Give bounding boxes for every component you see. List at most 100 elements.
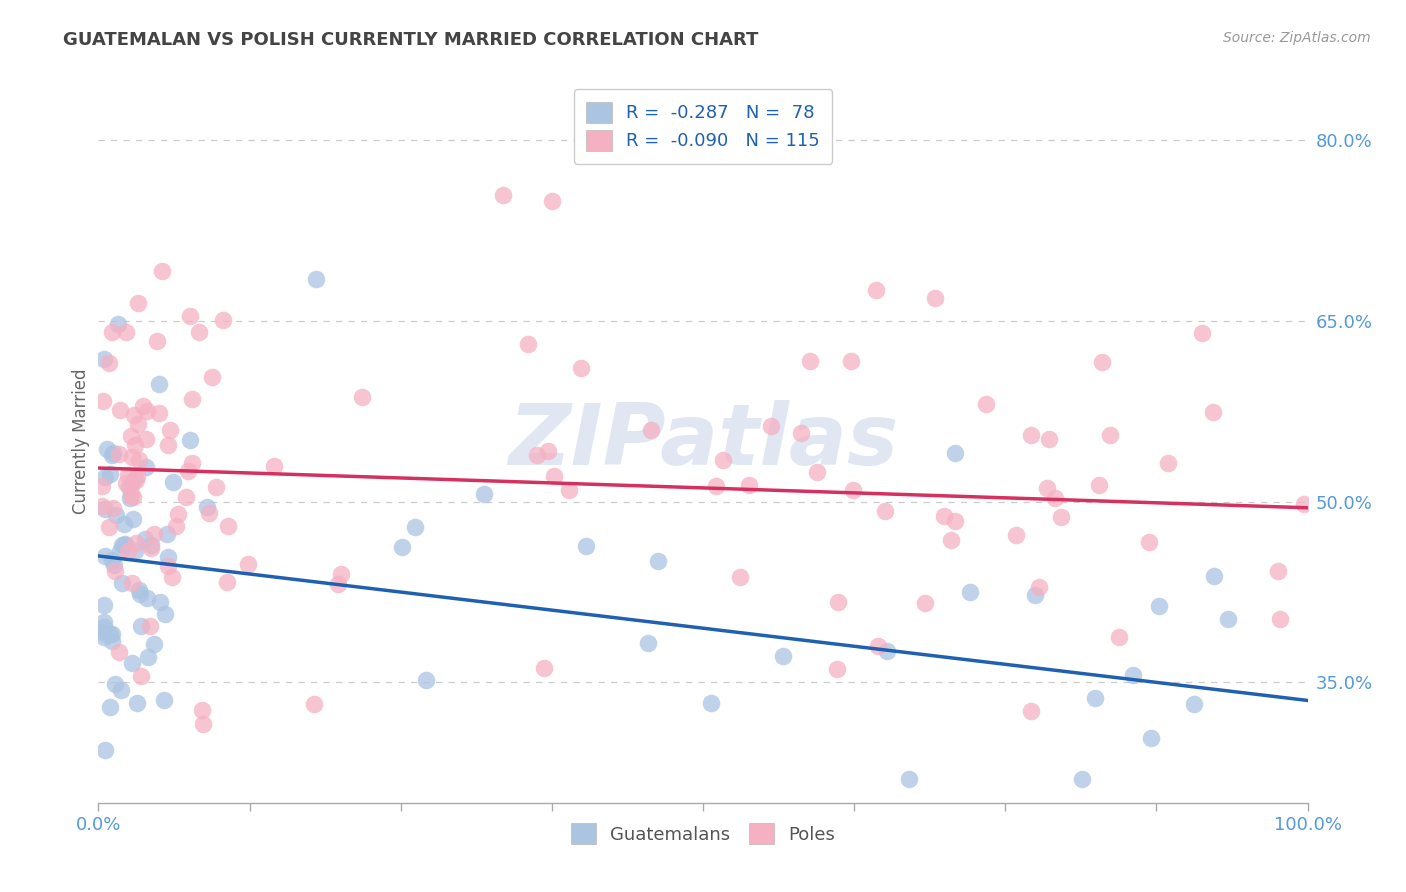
Point bbox=[156, 558, 179, 573]
Point bbox=[124, 438, 146, 452]
Point bbox=[1050, 509, 1073, 524]
Point bbox=[124, 473, 146, 487]
Point bbox=[128, 582, 150, 597]
Point bbox=[730, 570, 752, 584]
Point bbox=[201, 369, 224, 384]
Point bbox=[1191, 326, 1213, 341]
Point bbox=[132, 399, 155, 413]
Point bbox=[533, 661, 555, 675]
Text: GUATEMALAN VS POLISH CURRENTLY MARRIED CORRELATION CHART: GUATEMALAN VS POLISH CURRENTLY MARRIED C… bbox=[63, 31, 759, 49]
Point bbox=[1202, 569, 1225, 583]
Point bbox=[174, 490, 197, 504]
Point bbox=[108, 645, 131, 659]
Point bbox=[868, 640, 890, 654]
Point bbox=[121, 450, 143, 465]
Point bbox=[114, 537, 136, 551]
Point bbox=[127, 696, 149, 710]
Point bbox=[143, 637, 166, 651]
Point bbox=[177, 464, 200, 478]
Point bbox=[647, 554, 669, 568]
Point bbox=[93, 394, 115, 409]
Point bbox=[1218, 612, 1240, 626]
Point bbox=[1122, 668, 1144, 682]
Point bbox=[1202, 405, 1225, 419]
Point bbox=[1024, 588, 1046, 602]
Point bbox=[575, 539, 598, 553]
Point bbox=[516, 337, 538, 351]
Point bbox=[898, 772, 921, 786]
Point bbox=[1140, 731, 1163, 746]
Point bbox=[212, 312, 235, 326]
Point bbox=[924, 291, 946, 305]
Point bbox=[153, 693, 176, 707]
Point bbox=[543, 468, 565, 483]
Point bbox=[124, 544, 146, 558]
Point bbox=[135, 460, 157, 475]
Point bbox=[1036, 481, 1059, 495]
Point bbox=[873, 504, 896, 518]
Point bbox=[138, 619, 160, 633]
Point bbox=[139, 538, 162, 552]
Point bbox=[136, 649, 159, 664]
Point bbox=[1005, 528, 1028, 542]
Point bbox=[914, 597, 936, 611]
Point bbox=[350, 390, 373, 404]
Point bbox=[302, 697, 325, 711]
Point bbox=[329, 566, 352, 581]
Point bbox=[1267, 564, 1289, 578]
Point bbox=[193, 716, 215, 731]
Point bbox=[1043, 491, 1066, 505]
Point bbox=[558, 483, 581, 497]
Point bbox=[120, 478, 142, 492]
Point bbox=[1091, 355, 1114, 369]
Point bbox=[100, 699, 122, 714]
Point bbox=[114, 325, 136, 339]
Point bbox=[537, 444, 560, 458]
Point bbox=[943, 514, 966, 528]
Point bbox=[101, 500, 124, 515]
Point bbox=[122, 512, 145, 526]
Point bbox=[943, 446, 966, 460]
Point bbox=[101, 633, 124, 648]
Point bbox=[1099, 428, 1122, 442]
Point bbox=[704, 479, 727, 493]
Point bbox=[93, 351, 115, 366]
Point bbox=[94, 743, 117, 757]
Point bbox=[759, 418, 782, 433]
Point bbox=[107, 317, 129, 331]
Point bbox=[415, 673, 437, 688]
Point bbox=[181, 392, 204, 406]
Point bbox=[94, 502, 117, 516]
Point bbox=[198, 506, 221, 520]
Point bbox=[1270, 612, 1292, 626]
Point bbox=[122, 491, 145, 505]
Point bbox=[146, 334, 169, 349]
Point bbox=[839, 354, 862, 368]
Point bbox=[637, 636, 659, 650]
Point bbox=[93, 631, 115, 645]
Point bbox=[932, 509, 955, 524]
Point bbox=[120, 428, 142, 442]
Point bbox=[128, 452, 150, 467]
Point bbox=[129, 669, 152, 683]
Point bbox=[827, 594, 849, 608]
Point bbox=[236, 557, 259, 571]
Point bbox=[101, 448, 124, 462]
Point bbox=[772, 648, 794, 663]
Point bbox=[100, 325, 122, 339]
Point bbox=[127, 417, 149, 432]
Point bbox=[108, 544, 131, 558]
Legend: Guatemalans, Poles: Guatemalans, Poles bbox=[564, 816, 842, 852]
Point bbox=[181, 456, 204, 470]
Point bbox=[121, 657, 143, 671]
Text: Source: ZipAtlas.com: Source: ZipAtlas.com bbox=[1223, 31, 1371, 45]
Point bbox=[110, 576, 132, 591]
Point bbox=[93, 620, 115, 634]
Point bbox=[101, 627, 124, 641]
Point bbox=[941, 533, 963, 548]
Point bbox=[97, 520, 120, 534]
Point bbox=[959, 584, 981, 599]
Point bbox=[179, 309, 201, 323]
Point bbox=[217, 518, 239, 533]
Point bbox=[121, 576, 143, 591]
